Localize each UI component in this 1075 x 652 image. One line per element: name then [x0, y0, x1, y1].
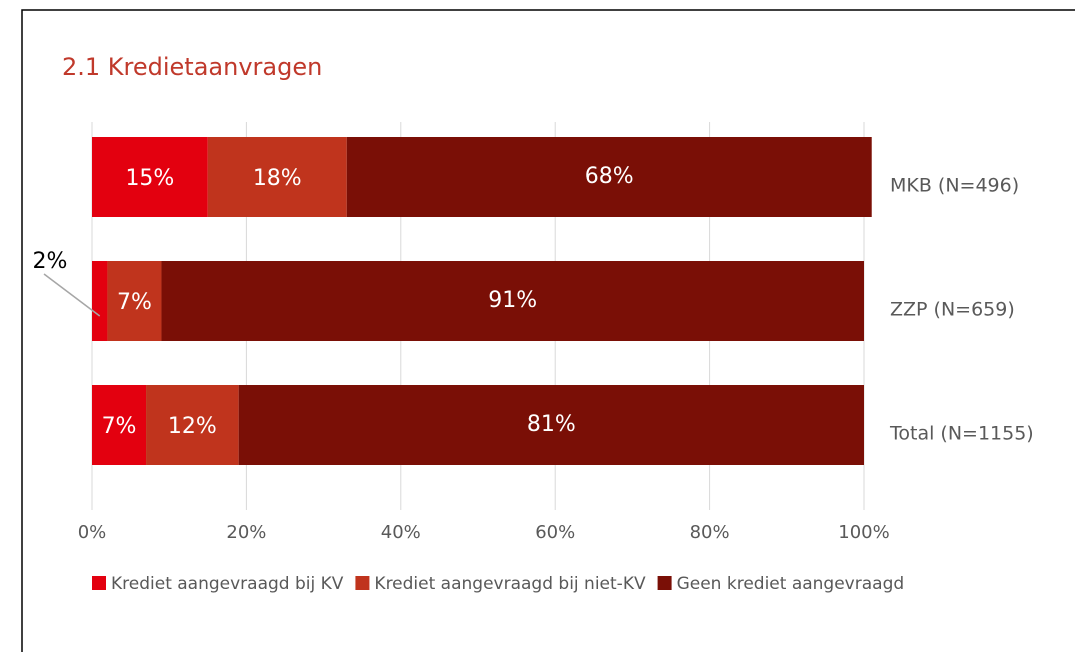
legend-swatch	[92, 576, 106, 590]
bar-segment	[92, 261, 108, 341]
bar-segment	[92, 385, 147, 465]
legend-label: Krediet aangevraagd bij niet-KV	[374, 574, 646, 594]
bar-segment	[107, 261, 162, 341]
data-label: 12%	[168, 414, 217, 439]
chart-title: 2.1 Kredietaanvragen	[62, 53, 322, 81]
category-label: MKB (N=496)	[890, 175, 1019, 197]
x-tick-label: 80%	[690, 522, 730, 543]
legend-label: Krediet aangevraagd bij KV	[111, 574, 344, 594]
bar-segment	[161, 261, 865, 341]
data-label: 15%	[125, 166, 174, 191]
x-tick-label: 20%	[226, 522, 266, 543]
legend-swatch	[657, 576, 672, 590]
x-tick-label: 100%	[838, 522, 889, 543]
data-label: 68%	[585, 164, 634, 189]
bar-segment	[92, 137, 208, 217]
data-label: 7%	[102, 414, 137, 439]
data-label: 18%	[253, 166, 302, 191]
bar-segment	[346, 137, 872, 217]
leader-line	[43, 273, 101, 317]
frame	[21, 9, 1075, 652]
data-label: 81%	[527, 412, 576, 437]
x-tick-label: 60%	[535, 522, 575, 543]
legend-swatch	[355, 576, 370, 590]
bar-segment	[238, 385, 864, 465]
category-label: Total (N=1155)	[889, 423, 1034, 445]
data-label: 2%	[33, 249, 68, 274]
data-label: 91%	[488, 288, 537, 313]
bar-segment	[146, 385, 239, 465]
legend-label: Geen krediet aangevraagd	[677, 574, 905, 594]
x-tick-label: 0%	[78, 522, 107, 543]
bar-segment	[207, 137, 347, 217]
data-label: 7%	[117, 290, 152, 315]
category-label: ZZP (N=659)	[890, 299, 1015, 321]
x-tick-label: 40%	[381, 522, 421, 543]
